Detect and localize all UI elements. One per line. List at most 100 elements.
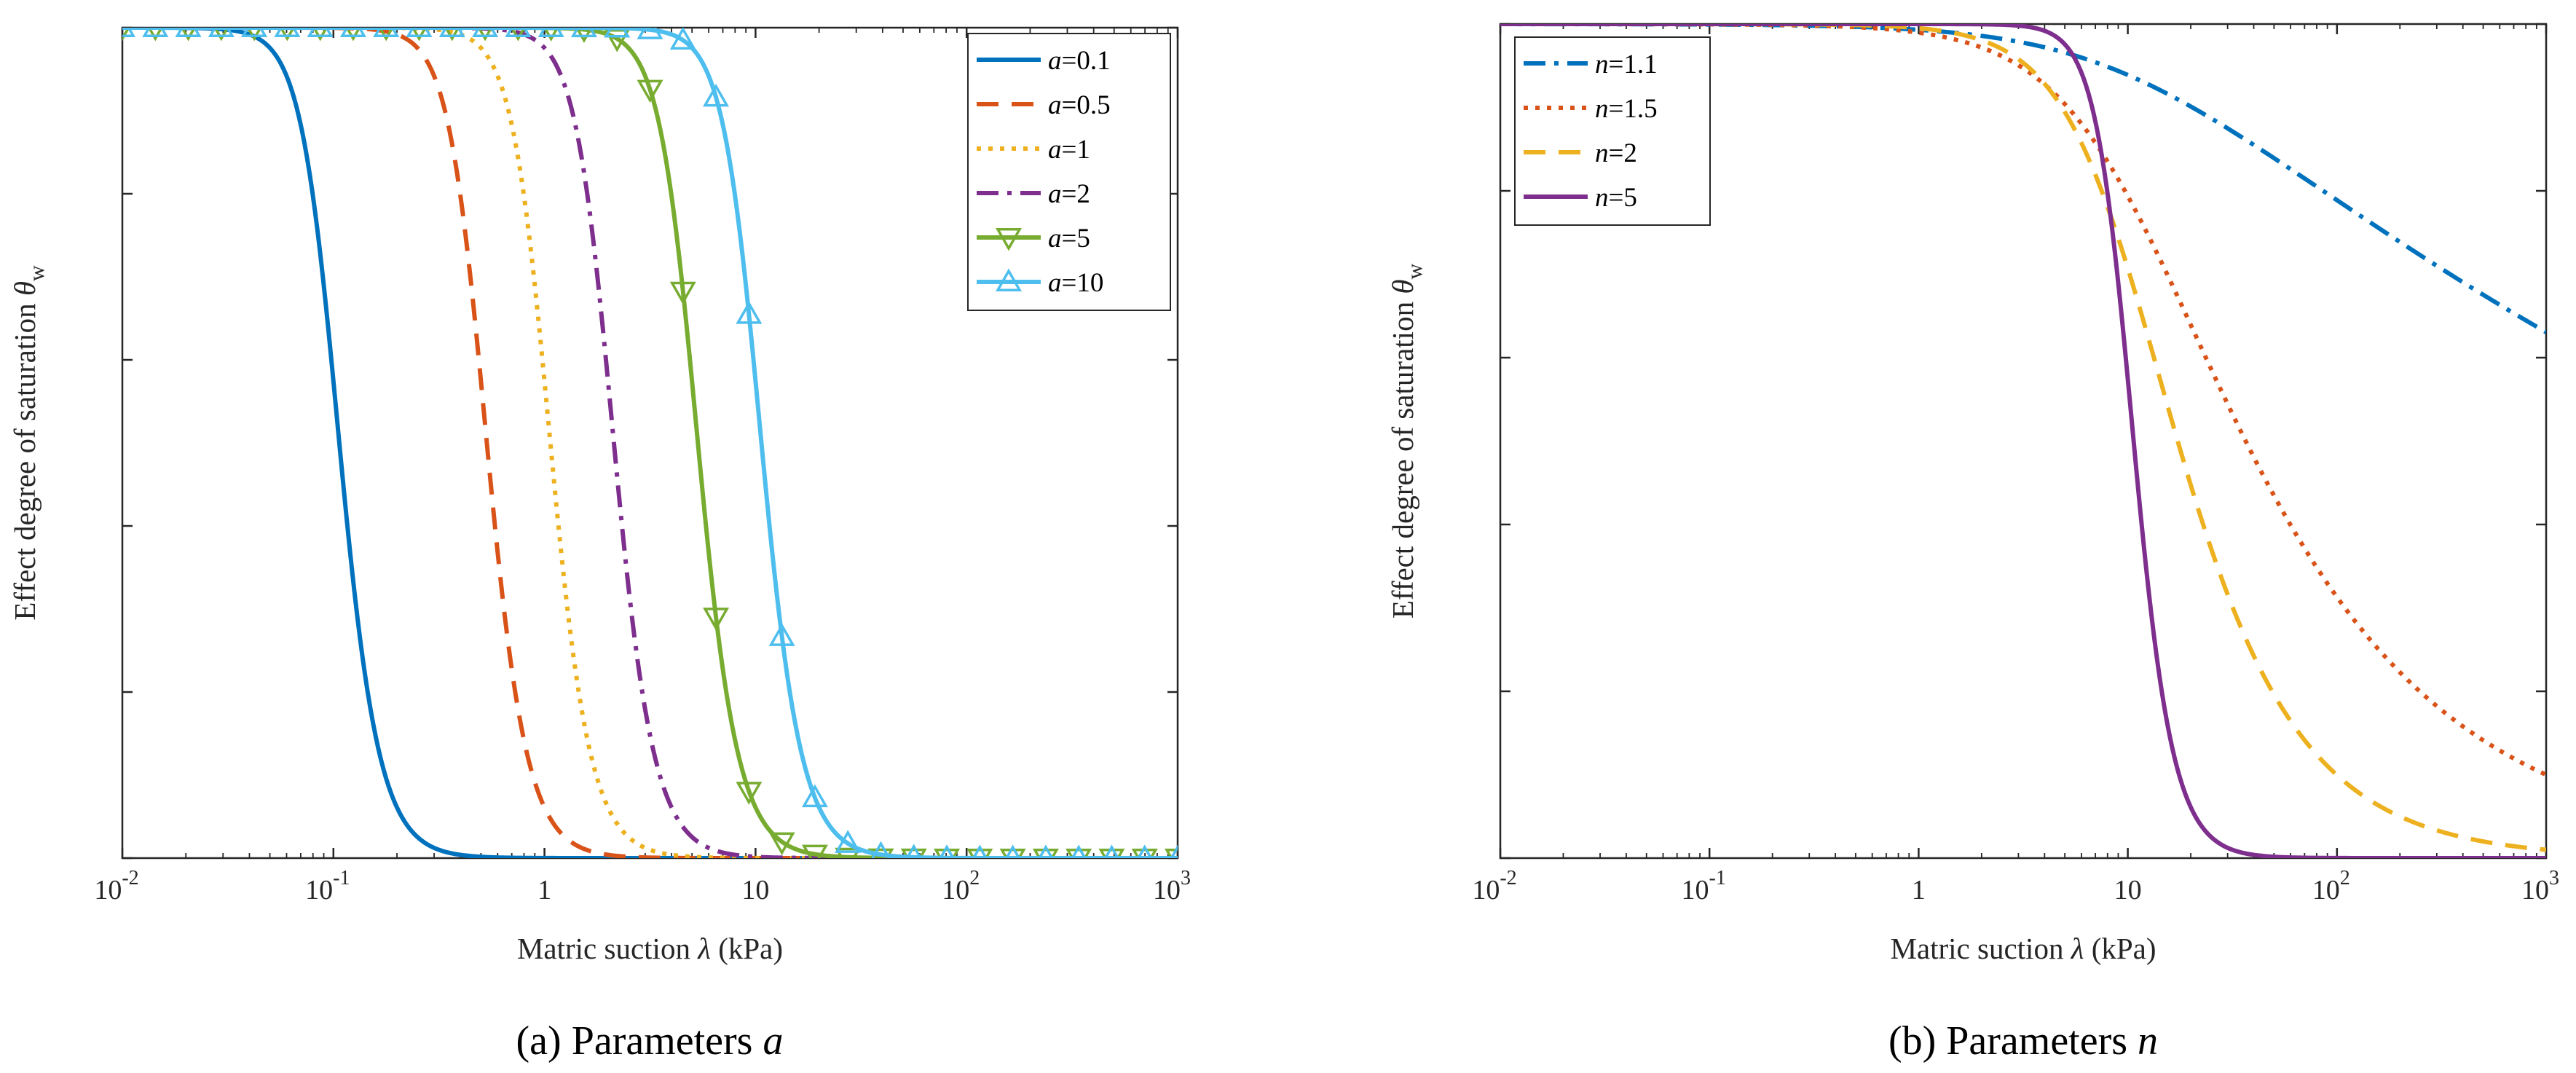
series-marker-a-4	[637, 79, 663, 103]
x-tick-label: 10	[2114, 875, 2142, 905]
series-marker-a-5	[274, 28, 301, 37]
x-tick-label: 102	[2312, 867, 2350, 905]
caption-text: Parameters	[1946, 1018, 2127, 1064]
caption-prefix: (a)	[516, 1018, 562, 1064]
legend-value: =1	[1062, 135, 1090, 165]
x-tick-base: 10	[1153, 875, 1181, 905]
legend-symbol: a	[1048, 46, 1062, 76]
legend-value: =5	[1062, 224, 1090, 253]
x-label-space	[690, 932, 698, 965]
series-layer	[1500, 24, 2546, 858]
panel-caption: (a) Parameters a	[516, 1018, 784, 1064]
legend-entry-4: a=5	[1048, 224, 1090, 253]
x-label-space	[2063, 932, 2071, 965]
series-layer	[122, 28, 1178, 858]
legend-symbol: a	[1048, 135, 1062, 165]
x-label-unit: (kPa)	[2092, 932, 2156, 965]
y-label-space	[8, 296, 42, 303]
y-label-subscript: w	[25, 265, 49, 281]
series-marker-a-5	[972, 844, 988, 858]
y-label-text: Effect degree of saturation	[8, 303, 42, 620]
series-marker-a-5	[669, 28, 696, 50]
series-marker-a-5	[142, 28, 169, 37]
x-axis-label: Matric suction λ (kPa)	[1890, 932, 2156, 965]
legend-entry-1: n=1.5	[1595, 94, 1658, 124]
legend-value: =0.1	[1062, 46, 1111, 76]
legend-marker	[995, 228, 1023, 251]
x-tick-label: 10-1	[305, 867, 350, 905]
x-label-text: Matric suction	[517, 932, 690, 965]
series-line-b-0	[1500, 24, 2546, 334]
series-marker-a-5	[835, 830, 862, 853]
legend-value: =2	[1609, 138, 1637, 168]
series-marker-a-4	[1066, 849, 1092, 858]
caption-prefix: (b)	[1888, 1018, 1936, 1064]
series-marker-a-5	[339, 28, 366, 37]
series-marker-a-5	[871, 841, 891, 858]
x-tick-base: 10	[2312, 875, 2340, 905]
series-marker-a-4	[1032, 848, 1059, 858]
x-tick-exponent: -1	[1709, 867, 1726, 889]
series-marker-a-4	[835, 847, 862, 858]
series-marker-a-5	[570, 28, 597, 38]
x-label-space	[711, 932, 718, 965]
series-line-a-4	[122, 28, 1178, 858]
series-marker-a-5	[736, 301, 763, 324]
x-tick-label: 1	[537, 875, 551, 905]
x-label-space	[2084, 932, 2091, 965]
x-axis-label: Matric suction λ (kPa)	[517, 932, 783, 965]
series-marker-a-5	[537, 28, 564, 38]
x-tick-label: 10-2	[94, 867, 138, 905]
series-marker-a-5	[1137, 844, 1153, 858]
x-tick-exponent: 3	[1181, 867, 1191, 889]
legend-symbol: n	[1595, 94, 1609, 124]
series-marker-a-5	[1170, 844, 1178, 858]
legend-value: =1.5	[1609, 94, 1658, 124]
y-label-symbol: θ	[8, 281, 42, 296]
x-tick-base: 10	[305, 875, 333, 905]
legend-entry-0: a=0.1	[1048, 46, 1111, 76]
legend-symbol: a	[1048, 224, 1062, 253]
x-tick-exponent: 3	[2549, 867, 2559, 889]
series-marker-a-4	[900, 848, 927, 858]
legend-symbol: a	[1048, 179, 1062, 209]
legend-value: =10	[1062, 268, 1104, 298]
x-tick-label: 102	[942, 867, 980, 905]
series-marker-a-5	[208, 28, 235, 37]
series-marker-a-4	[1131, 849, 1158, 858]
caption-symbol: a	[763, 1018, 783, 1064]
series-marker-a-5	[703, 83, 730, 107]
series-marker-a-4	[801, 844, 828, 858]
legend-entry-1: a=0.5	[1048, 90, 1111, 120]
caption-space	[752, 1018, 763, 1064]
series-marker-a-5	[1071, 844, 1087, 858]
series-marker-a-4	[768, 832, 795, 856]
series-marker-a-5	[768, 623, 795, 646]
series-marker-a-5	[1103, 844, 1120, 858]
x-tick-base: 1	[1912, 875, 1926, 905]
caption-symbol: n	[2138, 1018, 2158, 1064]
panel-caption: (b) Parameters n	[1888, 1018, 2158, 1064]
series-marker-a-5	[373, 28, 400, 37]
legend-symbol: n	[1595, 183, 1609, 213]
caption-space	[2127, 1018, 2138, 1064]
legend-entry-2: a=1	[1048, 135, 1090, 165]
series-marker-a-4	[966, 848, 993, 858]
series-line-a-5	[122, 28, 1178, 858]
series-marker-a-4	[736, 782, 763, 805]
legend: n=1.1n=1.5n=2n=5	[1514, 36, 1711, 226]
caption-space	[562, 1018, 572, 1064]
x-tick-label: 103	[2521, 867, 2559, 905]
legend-symbol: n	[1595, 138, 1609, 168]
legend-symbol: n	[1595, 50, 1609, 79]
series-marker-a-5	[1004, 844, 1021, 858]
caption-text: Parameters	[572, 1018, 753, 1064]
series-marker-a-5	[801, 784, 828, 808]
legend-symbol: a	[1048, 90, 1062, 120]
series-marker-a-5	[939, 844, 955, 858]
y-axis-label: Effect degree of saturation θw	[1386, 264, 1427, 619]
series-marker-a-5	[307, 28, 334, 37]
x-tick-base: 10	[2114, 875, 2142, 905]
